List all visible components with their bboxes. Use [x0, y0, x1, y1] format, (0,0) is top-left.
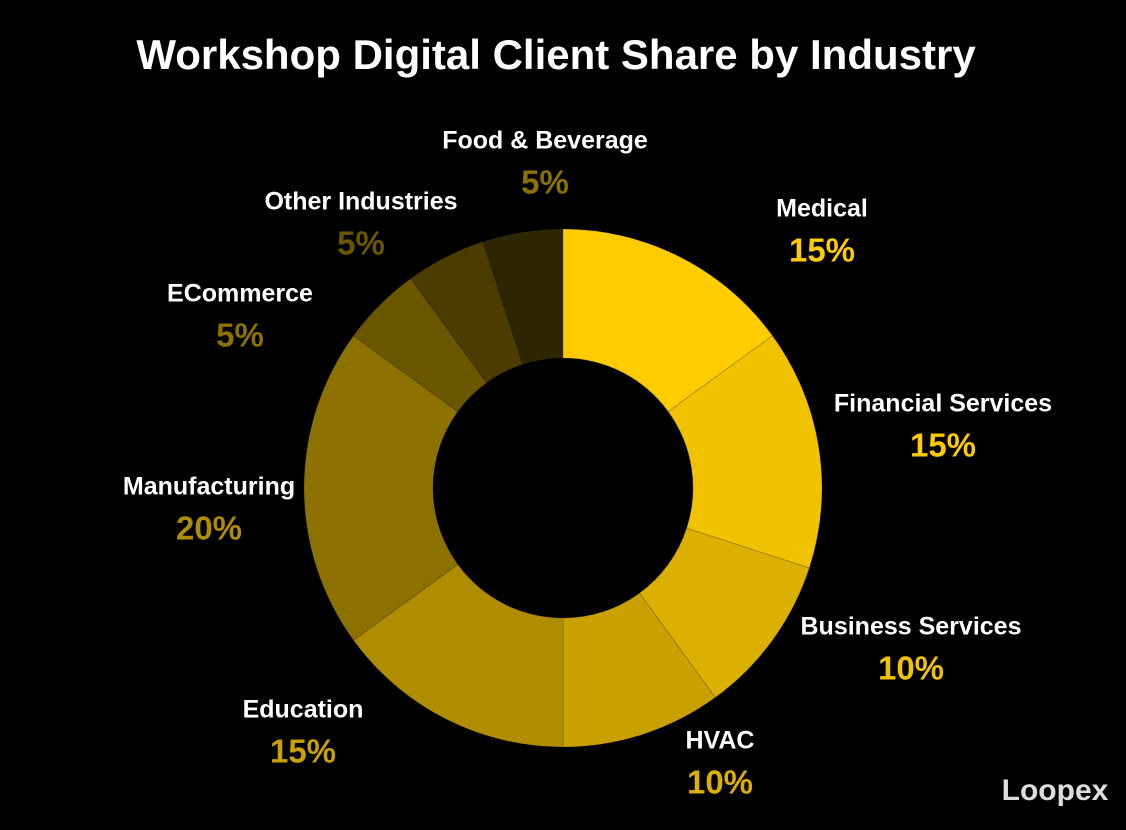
value-label: 10%: [687, 764, 753, 801]
slice-label: Other Industries: [264, 188, 457, 216]
value-label: 5%: [337, 225, 385, 262]
donut-slice: [638, 527, 810, 699]
value-label: 5%: [216, 317, 264, 354]
value-label: 15%: [270, 733, 336, 770]
donut-slice: [667, 335, 823, 569]
slice-label: ECommerce: [167, 280, 313, 308]
donut-slice: [562, 592, 716, 748]
value-label: 5%: [521, 164, 569, 201]
donut-slice: [562, 228, 774, 413]
donut-slice: [410, 241, 524, 384]
slice-label: HVAC: [686, 727, 755, 755]
donut-slice: [482, 228, 564, 365]
slice-label: Food & Beverage: [442, 127, 648, 155]
logo: Loopex: [1002, 774, 1109, 807]
value-label: 15%: [910, 427, 976, 464]
slice-label: Manufacturing: [123, 473, 295, 501]
value-label: 10%: [878, 650, 944, 687]
donut-slice: [352, 563, 564, 748]
slice-label: Financial Services: [834, 390, 1052, 418]
chart-title: Workshop Digital Client Share by Industr…: [136, 31, 976, 78]
slice-label: Education: [243, 696, 364, 724]
value-label: 15%: [789, 232, 855, 269]
slice-label: Medical: [776, 195, 868, 223]
slice-label: Business Services: [801, 613, 1022, 641]
donut-slice: [303, 335, 459, 641]
value-label: 20%: [176, 510, 242, 547]
